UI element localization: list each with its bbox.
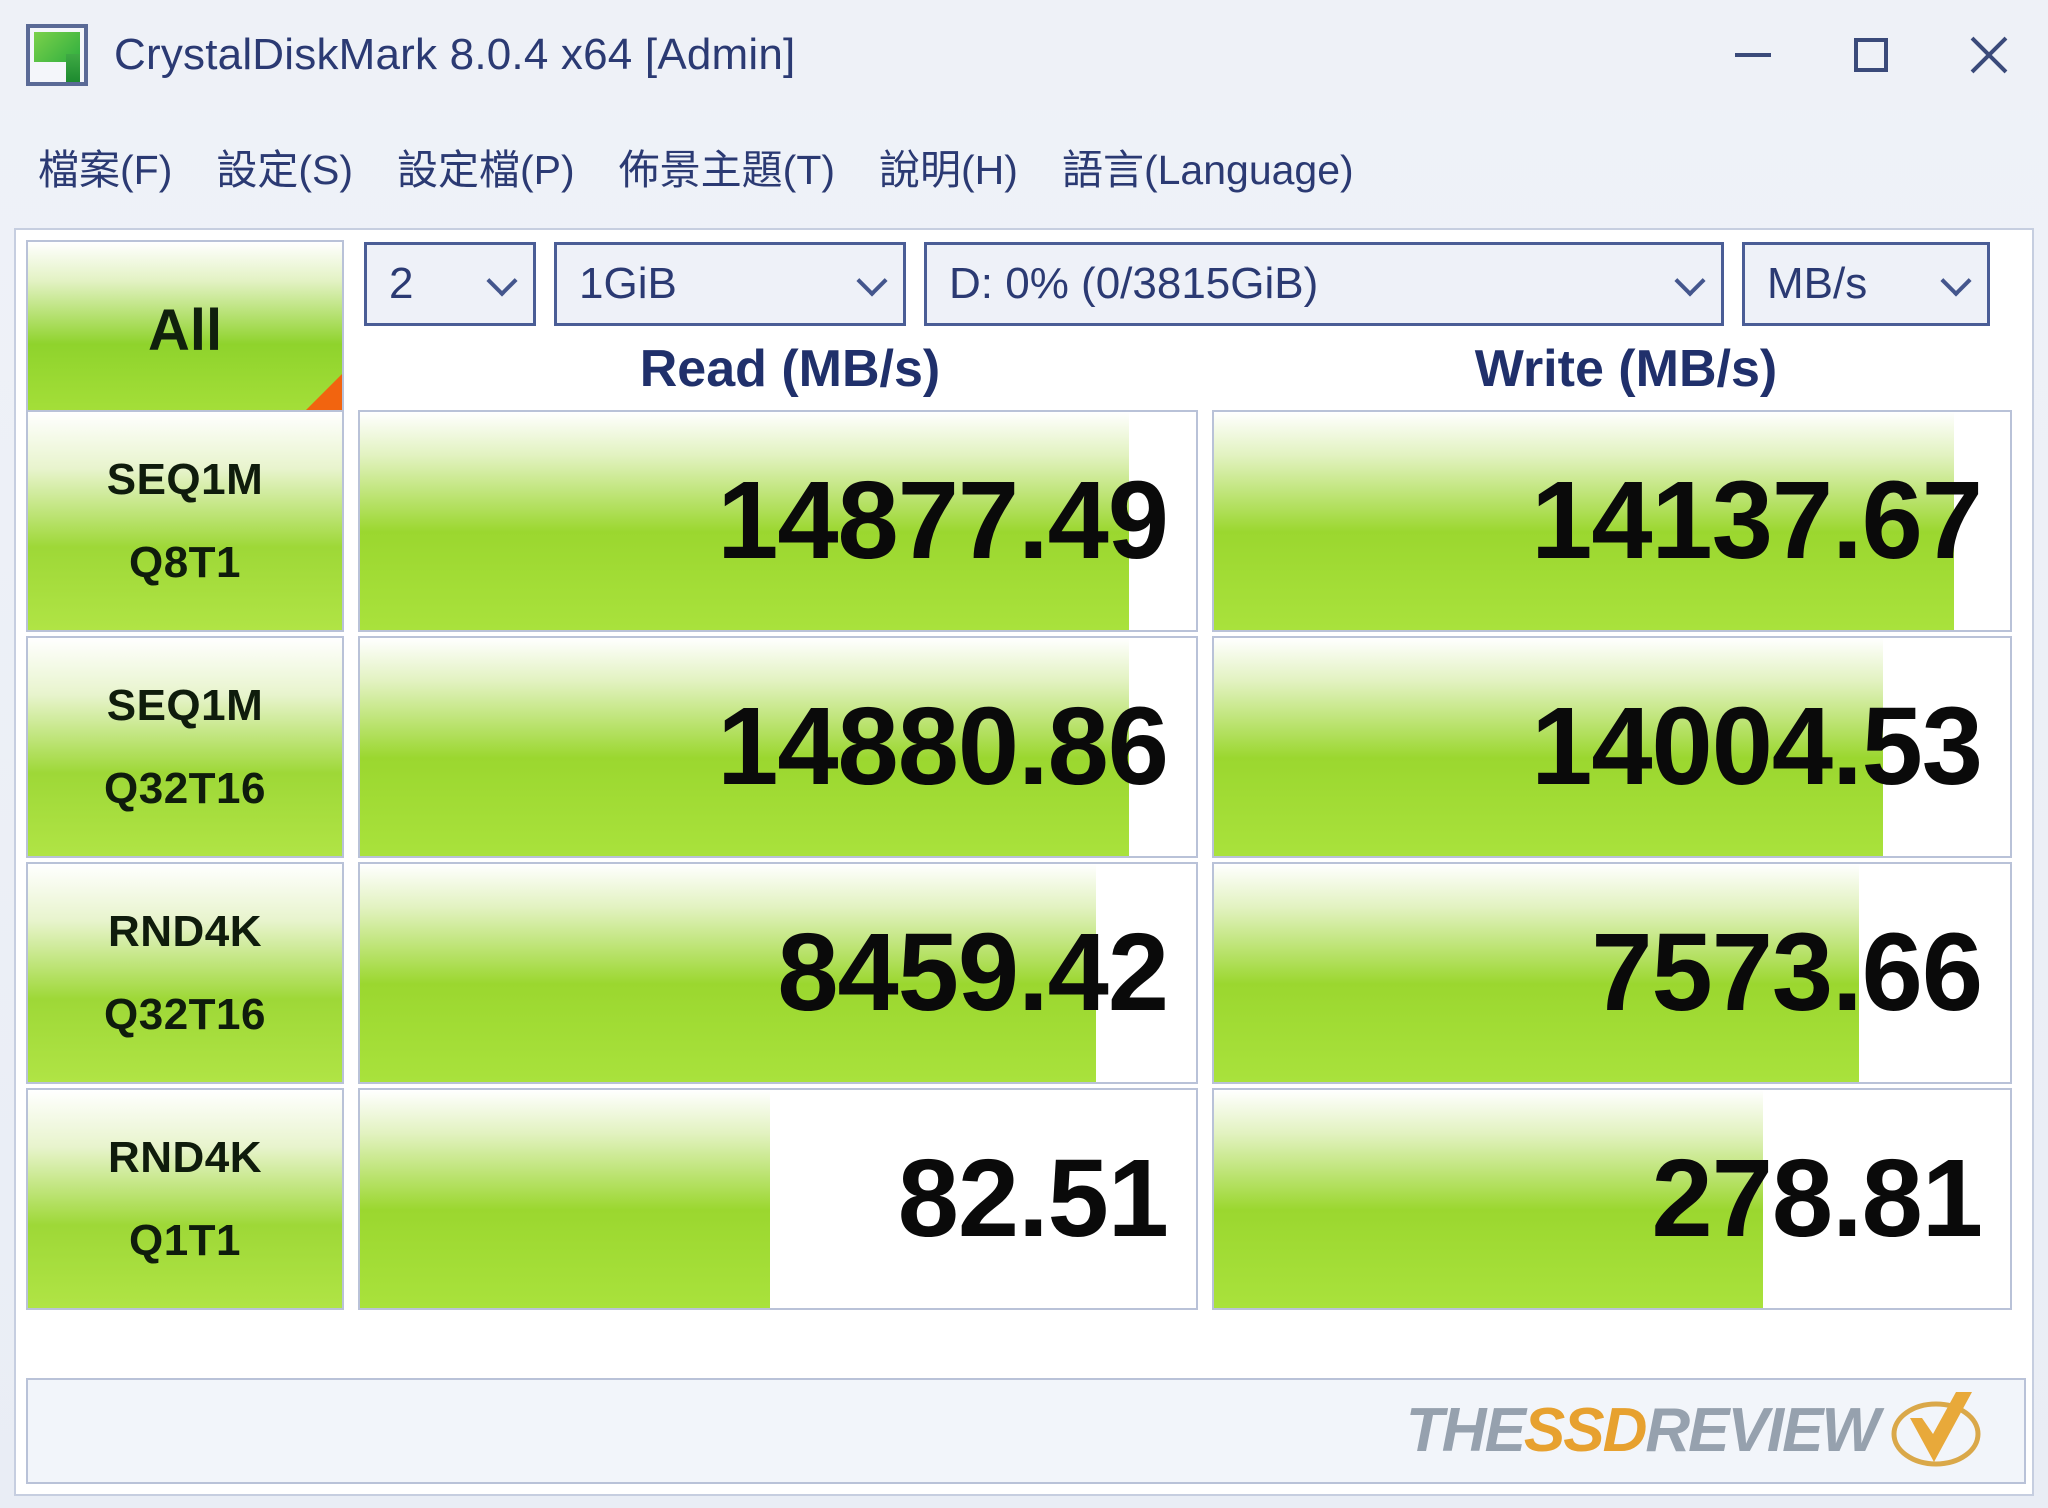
read-result-cell: 8459.42 <box>358 862 1198 1084</box>
menu-bar: 檔案(F) 設定(S) 設定檔(P) 佈景主題(T) 說明(H) 語言(Lang… <box>0 110 2048 222</box>
close-icon <box>1967 33 2011 77</box>
read-value: 14880.86 <box>717 685 1169 808</box>
menu-item-settings[interactable]: 設定(S) <box>216 147 354 193</box>
test-size-select[interactable]: 1GiB <box>554 242 906 326</box>
row-queue-name: Q32T16 <box>104 763 266 813</box>
chevron-down-icon <box>1940 265 1972 297</box>
chevron-down-icon <box>856 265 888 297</box>
read-bar <box>360 864 1096 1082</box>
row-test-name: RND4K <box>107 906 263 956</box>
test-size-value: 1GiB <box>579 259 677 308</box>
toolbar: 2 1GiB D: 0% (0/3815GiB) MB/s <box>364 242 2008 326</box>
read-bar <box>360 412 1130 630</box>
watermark-ssd: SSD <box>1523 1396 1647 1465</box>
unit-value: MB/s <box>1767 259 1868 308</box>
table-row: RND4K Q32T16 8459.42 7573.66 <box>26 862 2026 1084</box>
read-value: 82.51 <box>897 1137 1169 1260</box>
watermark-review: REVIEW <box>1645 1396 1880 1465</box>
row-label-seq1m-q32t16[interactable]: SEQ1M Q32T16 <box>26 636 344 858</box>
row-test-name: RND4K <box>107 1132 263 1182</box>
minimize-button[interactable] <box>1694 0 1812 110</box>
write-result-cell: 14137.67 <box>1212 410 2012 632</box>
window-controls <box>1694 0 2048 110</box>
row-test-name: SEQ1M <box>106 680 264 730</box>
table-row: SEQ1M Q32T16 14880.86 14004.53 <box>26 636 2026 858</box>
close-button[interactable] <box>1930 0 2048 110</box>
chevron-down-icon <box>1674 265 1706 297</box>
menu-item-help[interactable]: 說明(H) <box>879 147 1018 193</box>
write-bar <box>1214 1090 1764 1308</box>
read-value: 8459.42 <box>777 911 1169 1034</box>
write-bar <box>1214 638 1883 856</box>
read-bar <box>360 638 1130 856</box>
run-all-button[interactable]: All <box>26 240 344 420</box>
row-label-rnd4k-q1t1[interactable]: RND4K Q1T1 <box>26 1088 344 1310</box>
thessdreview-watermark: THE SSD REVIEW <box>1406 1388 1984 1474</box>
menu-item-file[interactable]: 檔案(F) <box>38 147 173 193</box>
read-result-cell: 14880.86 <box>358 636 1198 858</box>
test-count-value: 2 <box>389 259 414 308</box>
unit-select[interactable]: MB/s <box>1742 242 1990 326</box>
menu-item-profile[interactable]: 設定檔(P) <box>397 147 575 193</box>
read-result-cell: 14877.49 <box>358 410 1198 632</box>
run-all-label: All <box>147 297 223 363</box>
read-bar <box>360 1090 770 1308</box>
table-row: SEQ1M Q8T1 14877.49 14137.67 <box>26 410 2026 632</box>
write-value: 278.81 <box>1651 1137 1983 1260</box>
results-grid: SEQ1M Q8T1 14877.49 14137.67 SEQ1M Q32T1… <box>26 410 2026 1314</box>
write-value: 14137.67 <box>1531 459 1983 582</box>
write-bar <box>1214 864 1859 1082</box>
column-header-read: Read (MB/s) <box>639 340 941 398</box>
write-bar <box>1214 412 1955 630</box>
row-queue-name: Q32T16 <box>104 989 266 1039</box>
maximize-icon <box>1854 38 1888 72</box>
write-result-cell: 7573.66 <box>1212 862 2012 1084</box>
drive-value: D: 0% (0/3815GiB) <box>949 259 1319 308</box>
read-value: 14877.49 <box>717 459 1169 582</box>
chevron-down-icon <box>486 265 518 297</box>
title-bar: CrystalDiskMark 8.0.4 x64 [Admin] <box>0 0 2048 110</box>
crystaldiskmark-icon <box>26 24 88 86</box>
write-value: 14004.53 <box>1531 685 1983 808</box>
write-result-cell: 14004.53 <box>1212 636 2012 858</box>
read-result-cell: 82.51 <box>358 1088 1198 1310</box>
row-label-rnd4k-q32t16[interactable]: RND4K Q32T16 <box>26 862 344 1084</box>
menu-item-language[interactable]: 語言(Language) <box>1061 147 1354 193</box>
row-queue-name: Q1T1 <box>128 1215 242 1265</box>
status-bar: THE SSD REVIEW <box>26 1378 2026 1484</box>
watermark-the: THE <box>1405 1396 1526 1465</box>
row-queue-name: Q8T1 <box>128 537 242 587</box>
column-header-write: Write (MB/s) <box>1474 340 1778 398</box>
menu-item-theme[interactable]: 佈景主題(T) <box>618 147 836 193</box>
minimize-icon <box>1735 53 1771 57</box>
main-panel: All 2 1GiB D: 0% (0/3815GiB) MB/s Read <box>14 228 2034 1496</box>
write-result-cell: 278.81 <box>1212 1088 2012 1310</box>
row-label-seq1m-q8t1[interactable]: SEQ1M Q8T1 <box>26 410 344 632</box>
row-test-name: SEQ1M <box>106 454 264 504</box>
window-title: CrystalDiskMark 8.0.4 x64 [Admin] <box>114 30 796 79</box>
checkmark-icon <box>1888 1388 1984 1474</box>
test-count-select[interactable]: 2 <box>364 242 536 326</box>
table-row: RND4K Q1T1 82.51 278.81 <box>26 1088 2026 1310</box>
write-value: 7573.66 <box>1591 911 1983 1034</box>
maximize-button[interactable] <box>1812 0 1930 110</box>
drive-select[interactable]: D: 0% (0/3815GiB) <box>924 242 1724 326</box>
